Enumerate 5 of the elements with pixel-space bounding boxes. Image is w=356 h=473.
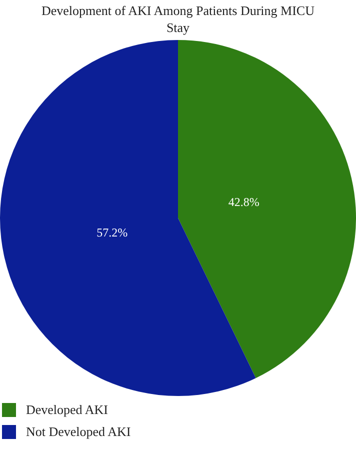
legend-label: Developed AKI xyxy=(26,402,108,418)
data-label: 57.2% xyxy=(96,225,128,240)
data-label: 42.8% xyxy=(228,194,260,209)
legend-label: Not Developed AKI xyxy=(26,424,131,440)
chart-title: Development of AKI Among Patients During MICU Stay xyxy=(40,2,316,36)
